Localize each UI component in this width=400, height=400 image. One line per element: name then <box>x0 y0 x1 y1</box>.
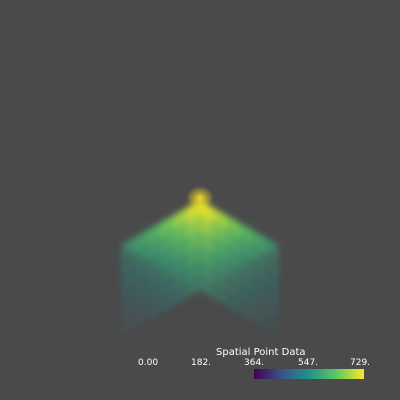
voxel-face <box>239 297 253 320</box>
voxel-face <box>252 290 266 313</box>
voxel-face <box>147 297 161 320</box>
voxel-face <box>213 252 227 275</box>
voxel-face <box>121 237 135 260</box>
voxel-face <box>160 290 174 313</box>
voxel-face <box>147 252 161 275</box>
voxel-face <box>213 237 227 260</box>
colorbar-tick: 729. <box>350 358 371 368</box>
voxel-face <box>121 297 135 320</box>
voxel-face <box>213 207 227 230</box>
voxel-face <box>134 275 148 298</box>
voxel-face <box>239 267 253 290</box>
voxel-face <box>200 230 214 253</box>
voxel-face <box>213 222 227 245</box>
voxel-face <box>239 252 253 275</box>
colorbar-tick: 0.00 <box>138 358 159 368</box>
voxel-face <box>239 222 253 245</box>
voxel-face <box>186 245 200 268</box>
voxel-face <box>252 245 266 268</box>
voxel-face <box>200 275 214 298</box>
colorbar-tick: 364. <box>244 358 265 368</box>
voxel-face <box>134 260 148 283</box>
colorbar-ticks: 0.00 182. 364. 547. 729. <box>136 357 376 369</box>
voxel-face <box>173 207 187 230</box>
voxel-face <box>252 275 266 298</box>
voxel-face <box>252 305 266 328</box>
voxel-face <box>265 252 279 275</box>
voxel-face <box>239 282 253 305</box>
voxel-face <box>200 215 214 238</box>
voxel-face <box>265 297 279 320</box>
voxel-face <box>186 260 200 283</box>
voxel-face <box>265 282 279 305</box>
voxel-face <box>173 267 187 290</box>
voxel-face <box>147 222 161 245</box>
voxel-face <box>200 260 214 283</box>
voxel-face <box>252 260 266 283</box>
voxel-face <box>147 237 161 260</box>
voxel-face <box>252 230 266 253</box>
voxel-face <box>134 290 148 313</box>
color-legend: Spatial Point Data 0.00 182. 364. 547. 7… <box>136 345 376 385</box>
voxel-face <box>213 282 227 305</box>
voxel-face <box>121 282 135 305</box>
colorbar-tick: 182. <box>191 358 212 368</box>
voxel-face <box>186 215 200 238</box>
voxel-face <box>147 267 161 290</box>
colorbar-gradient <box>254 369 364 379</box>
voxel-face <box>265 267 279 290</box>
voxel-face <box>147 282 161 305</box>
voxel-face <box>265 312 279 335</box>
voxel-face <box>121 252 135 275</box>
voxel-face <box>213 267 227 290</box>
volume-core-highlight <box>186 186 214 210</box>
voxel-face <box>173 237 187 260</box>
voxel-face <box>121 267 135 290</box>
voxel-face <box>200 245 214 268</box>
voxel-face <box>186 230 200 253</box>
voxel-face <box>134 230 148 253</box>
voxel-face <box>173 222 187 245</box>
colorbar-tick: 547. <box>298 358 319 368</box>
voxel-face <box>134 305 148 328</box>
voxel-face <box>173 282 187 305</box>
voxel-face <box>265 237 279 260</box>
voxel-face <box>121 312 135 335</box>
voxel-face <box>226 290 240 313</box>
voxel-face <box>173 252 187 275</box>
voxel-face <box>186 275 200 298</box>
colorbar-title: Spatial Point Data <box>216 347 306 358</box>
voxel-face <box>134 245 148 268</box>
voxel-face <box>239 237 253 260</box>
